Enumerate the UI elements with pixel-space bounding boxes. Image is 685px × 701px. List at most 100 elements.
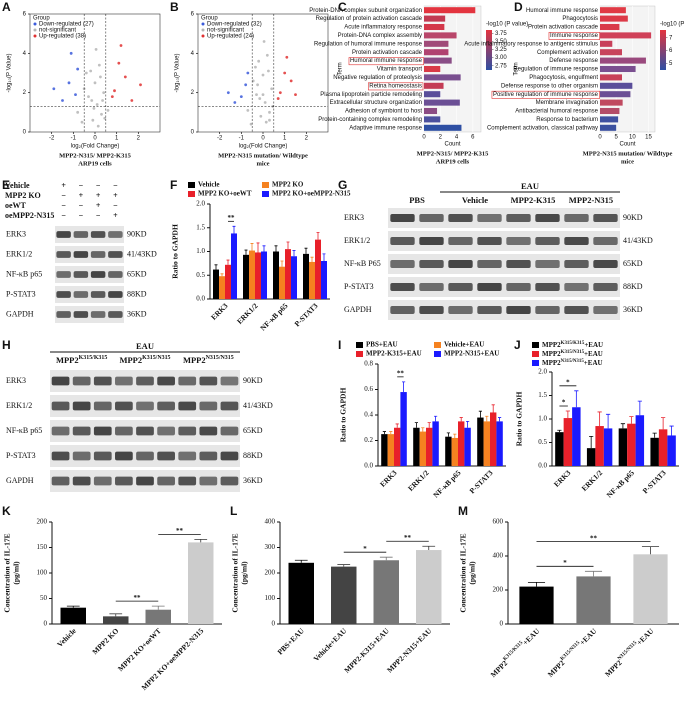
x-tick-label: NF-κB p65	[258, 301, 289, 332]
blot-band	[178, 476, 197, 486]
condition-sign: +	[79, 191, 84, 200]
legend-label: MPP2 KO+oeWT	[198, 190, 252, 198]
data-point	[263, 101, 267, 104]
colorbar-tick-label: 2.75	[495, 63, 507, 69]
bar	[424, 7, 476, 14]
bar	[249, 250, 255, 299]
highlight-box	[367, 82, 424, 91]
significance-label: *	[562, 399, 566, 407]
y-axis-label: Term	[338, 62, 344, 75]
y-tick-label: 2.0	[538, 368, 547, 376]
x-tick-label: 0	[422, 135, 426, 141]
panel-letter: M	[458, 504, 468, 518]
error-bar	[414, 422, 418, 428]
condition-sign: −	[96, 181, 101, 190]
data-point	[130, 99, 134, 102]
blot-band	[593, 306, 618, 314]
blot-band	[115, 476, 133, 486]
label-tail: +EAU	[521, 626, 542, 647]
y-tick-label: 0	[23, 130, 27, 136]
significance-label: *	[363, 545, 367, 553]
blot-band	[136, 451, 154, 461]
x-axis-label: log₂(Fold Change)	[71, 144, 120, 150]
blot-band	[51, 426, 70, 436]
protein-label: P-STAT3	[344, 282, 374, 291]
blot-strip	[388, 254, 620, 274]
error-bar	[565, 410, 570, 419]
y-tick-label: 0.8	[364, 360, 373, 368]
y-tick-label: 1.0	[196, 247, 205, 255]
label-sup: K315/K315	[502, 640, 524, 662]
data-point	[61, 99, 64, 102]
bar	[600, 57, 646, 64]
y-tick-label: 0.2	[364, 436, 373, 444]
error-bar	[589, 435, 594, 449]
error-bar	[316, 232, 320, 240]
data-point	[110, 95, 114, 98]
x-tick-label: PBS+EAU	[276, 626, 307, 657]
x-tick-label: Vehicle	[55, 626, 78, 649]
blot-band	[506, 260, 531, 268]
condition-sign: +	[113, 211, 118, 220]
legend-swatch	[434, 342, 441, 348]
bar	[291, 256, 297, 299]
blot-band	[108, 271, 123, 278]
blot-band	[56, 231, 71, 238]
error-bar	[194, 538, 208, 543]
significance-label: *	[563, 559, 567, 567]
error-bar	[669, 425, 674, 436]
protein-label: NF-κB p65	[6, 269, 42, 278]
significance-label: **	[228, 214, 236, 222]
error-bar	[395, 423, 399, 428]
y-tick-label: 1.5	[538, 391, 547, 399]
blot-band	[419, 237, 444, 245]
error-bar	[294, 559, 308, 563]
y-tick-label: 0.0	[196, 295, 205, 303]
bar	[309, 261, 315, 299]
bar	[603, 428, 613, 466]
blot-band	[157, 476, 175, 486]
data-point	[139, 83, 142, 87]
blot-band	[108, 291, 123, 298]
protein-label: P-STAT3	[6, 451, 36, 460]
protein-label: P-STAT3	[6, 289, 36, 298]
significance-label: **	[590, 534, 598, 542]
error-bar	[214, 264, 218, 270]
bar	[394, 427, 401, 466]
x-tick-label: ERK3	[552, 468, 573, 489]
error-bar	[427, 422, 431, 428]
blot-band	[93, 451, 112, 461]
condition-label: Vehicle	[5, 181, 30, 190]
label-base: MPP2	[56, 355, 79, 365]
data-point	[92, 107, 96, 110]
bar	[555, 432, 564, 466]
blot-band	[220, 426, 239, 436]
size-label: 65KD	[623, 259, 643, 268]
x-tick-label: 4	[455, 135, 459, 141]
blot-band	[593, 260, 618, 268]
y-tick-label: 200	[37, 518, 48, 526]
term-label: Regulation of immune response	[513, 67, 598, 73]
blot-band	[157, 426, 175, 436]
blot-band	[506, 306, 531, 314]
legend-label: Up-regulated (38)	[39, 34, 86, 40]
term-label: Retina homeostasis	[369, 83, 422, 89]
bar	[600, 23, 620, 31]
term-label: Protein-containing complex remodeling	[318, 117, 422, 123]
blot-band	[90, 271, 106, 278]
condition-sign: −	[113, 181, 118, 190]
caption: MPP2-N315/ MPP2-K315	[59, 152, 131, 159]
blot-band	[115, 451, 133, 461]
bar	[464, 427, 471, 466]
blot-strip	[55, 306, 124, 323]
data-point	[89, 69, 93, 73]
bar	[600, 116, 619, 123]
error-bar	[629, 416, 634, 424]
x-tick-label: 2	[439, 135, 443, 141]
colorbar-tick-label: 7	[669, 35, 673, 41]
error-bar	[661, 417, 666, 430]
blot-band	[448, 214, 473, 222]
legend-swatch	[188, 182, 195, 188]
term-label: Acute inflammatory response to antigenic…	[464, 41, 598, 47]
data-point	[74, 93, 77, 97]
